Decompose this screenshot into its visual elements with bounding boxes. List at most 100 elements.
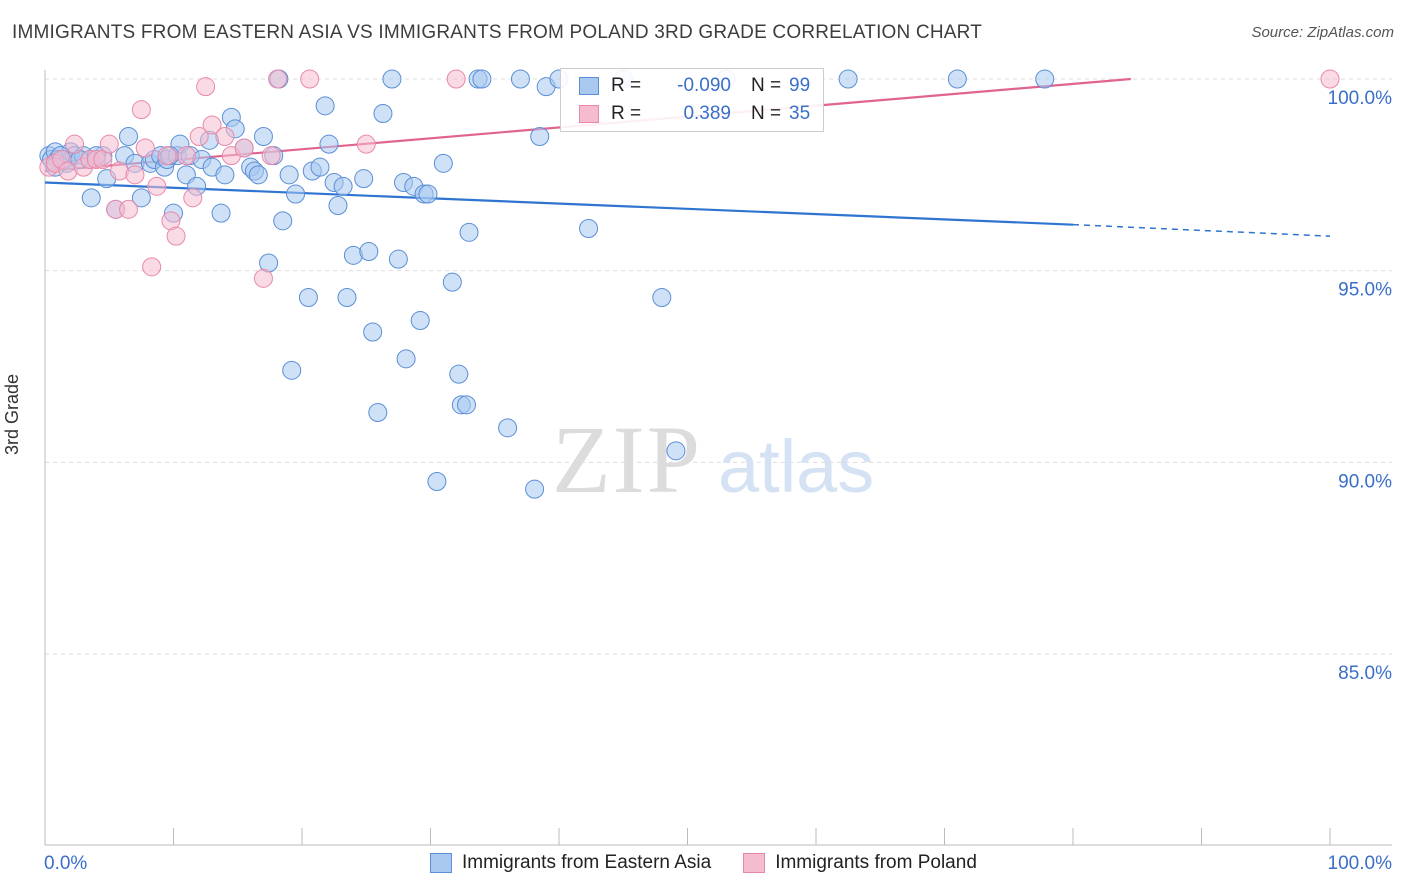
x-tick-label: 0.0% (44, 853, 87, 874)
eastern-asia-point (359, 242, 379, 261)
eastern-asia-point (498, 418, 518, 438)
eastern-asia-point (1035, 69, 1055, 89)
poland-point (176, 146, 196, 166)
stats-legend: R = -0.090 N = 99 R = 0.389 N = 35 (560, 68, 824, 132)
eastern-asia-point (382, 69, 402, 89)
watermark-atlas: atlas (718, 425, 874, 508)
r-value: -0.090 (677, 75, 731, 96)
eastern-asia-point (363, 322, 383, 342)
eastern-asia-point (459, 222, 479, 242)
eastern-asia-point (253, 127, 273, 146)
eastern-asia-point (354, 169, 374, 189)
eastern-asia-point (333, 176, 353, 196)
eastern-asia-point (298, 288, 318, 307)
eastern-asia-point (282, 360, 302, 380)
poland-point (189, 127, 209, 146)
eastern-asia-point (530, 127, 550, 146)
eastern-asia-point (838, 69, 858, 89)
eastern-asia-point (652, 288, 672, 307)
eastern-asia-point (472, 69, 492, 89)
eastern-asia-point (433, 153, 453, 173)
eastern-asia-point (373, 104, 393, 123)
poland-point (234, 138, 254, 158)
poland-point (125, 165, 145, 185)
eastern-asia-point (211, 203, 231, 223)
eastern-asia-point (81, 188, 101, 208)
eastern-asia-point (449, 364, 469, 384)
r-value: 0.389 (683, 103, 731, 124)
eastern-asia-point (328, 196, 348, 215)
chart-title: IMMIGRANTS FROM EASTERN ASIA VS IMMIGRAN… (12, 22, 983, 43)
eastern-asia-point (248, 165, 268, 185)
eastern-asia-point (388, 249, 408, 269)
poland-point (356, 134, 376, 154)
poland-point (131, 100, 151, 120)
source-label: Source: ZipAtlas.com (1251, 24, 1394, 41)
poland-point (215, 127, 235, 146)
poland-point (157, 146, 177, 166)
poland-point (135, 138, 155, 158)
y-tick-label: 90.0% (1338, 471, 1392, 492)
eastern-asia-point (456, 395, 476, 415)
poland-point (142, 257, 162, 277)
r-label: R = (611, 103, 642, 124)
poland-point (253, 268, 273, 288)
eastern-asia-point (337, 288, 357, 307)
eastern-asia-point (579, 219, 599, 238)
poland-swatch (743, 853, 766, 873)
poland-point (65, 134, 85, 154)
y-axis-label: 3rd Grade (2, 373, 22, 455)
legend-label: Immigrants from Poland (775, 852, 977, 873)
eastern-asia-point (442, 272, 462, 292)
x-tick-label: 100.0% (1328, 853, 1393, 874)
eastern-asia-point (427, 472, 447, 491)
eastern-asia-point (510, 69, 530, 89)
n-value: 35 (789, 103, 811, 124)
eastern-asia-point (215, 165, 235, 185)
eastern-asia-point (131, 188, 151, 208)
data-points (39, 69, 1340, 499)
y-tick-label: 85.0% (1338, 663, 1392, 684)
poland-point (446, 69, 466, 89)
eastern-asia-point (525, 479, 545, 499)
eastern-asia-trend-extension (1072, 223, 1331, 237)
y-tick-label: 95.0% (1338, 280, 1392, 301)
eastern-asia-point (418, 184, 438, 204)
watermark: ZIP atlas (552, 406, 874, 513)
legend-item-eastern-asia[interactable]: Immigrants from Eastern Asia (430, 852, 711, 874)
n-value: 99 (789, 75, 811, 96)
eastern-asia-point (119, 127, 139, 146)
axes (44, 70, 1392, 846)
poland-point (196, 77, 216, 97)
poland-point (202, 115, 222, 135)
n-label: N = (751, 103, 782, 124)
poland-point (1320, 69, 1340, 89)
poland-point (261, 146, 281, 166)
eastern-asia-point (396, 349, 416, 369)
eastern-asia-trend-line (44, 181, 1074, 226)
stats-row-poland: R = 0.389 N = 35 (579, 102, 810, 126)
poland-point (300, 69, 320, 89)
eastern-asia-point (666, 441, 686, 461)
legend-label: Immigrants from Eastern Asia (462, 852, 712, 873)
poland-point (183, 188, 203, 208)
legend-item-poland[interactable]: Immigrants from Poland (743, 852, 977, 874)
tick-labels: 85.0% 90.0% 95.0% 100.0% 0.0% 100.0% (44, 88, 1392, 874)
eastern-asia-point (279, 165, 299, 185)
eastern-asia-point (273, 211, 293, 231)
eastern-asia-point (368, 403, 388, 422)
eastern-asia-point (286, 184, 306, 204)
eastern-asia-point (315, 96, 335, 116)
poland-point (147, 176, 167, 196)
poland-point (268, 69, 288, 89)
y-tick-label: 100.0% (1328, 88, 1393, 109)
eastern-asia-point (947, 69, 967, 89)
series-legend: Immigrants from Eastern Asia Immigrants … (430, 852, 1009, 874)
n-label: N = (751, 75, 782, 96)
eastern-asia-point (319, 134, 339, 154)
poland-point (99, 134, 119, 154)
poland-point (119, 199, 139, 219)
stats-row-eastern-asia: R = -0.090 N = 99 (579, 74, 810, 98)
eastern-asia-swatch (579, 77, 599, 95)
